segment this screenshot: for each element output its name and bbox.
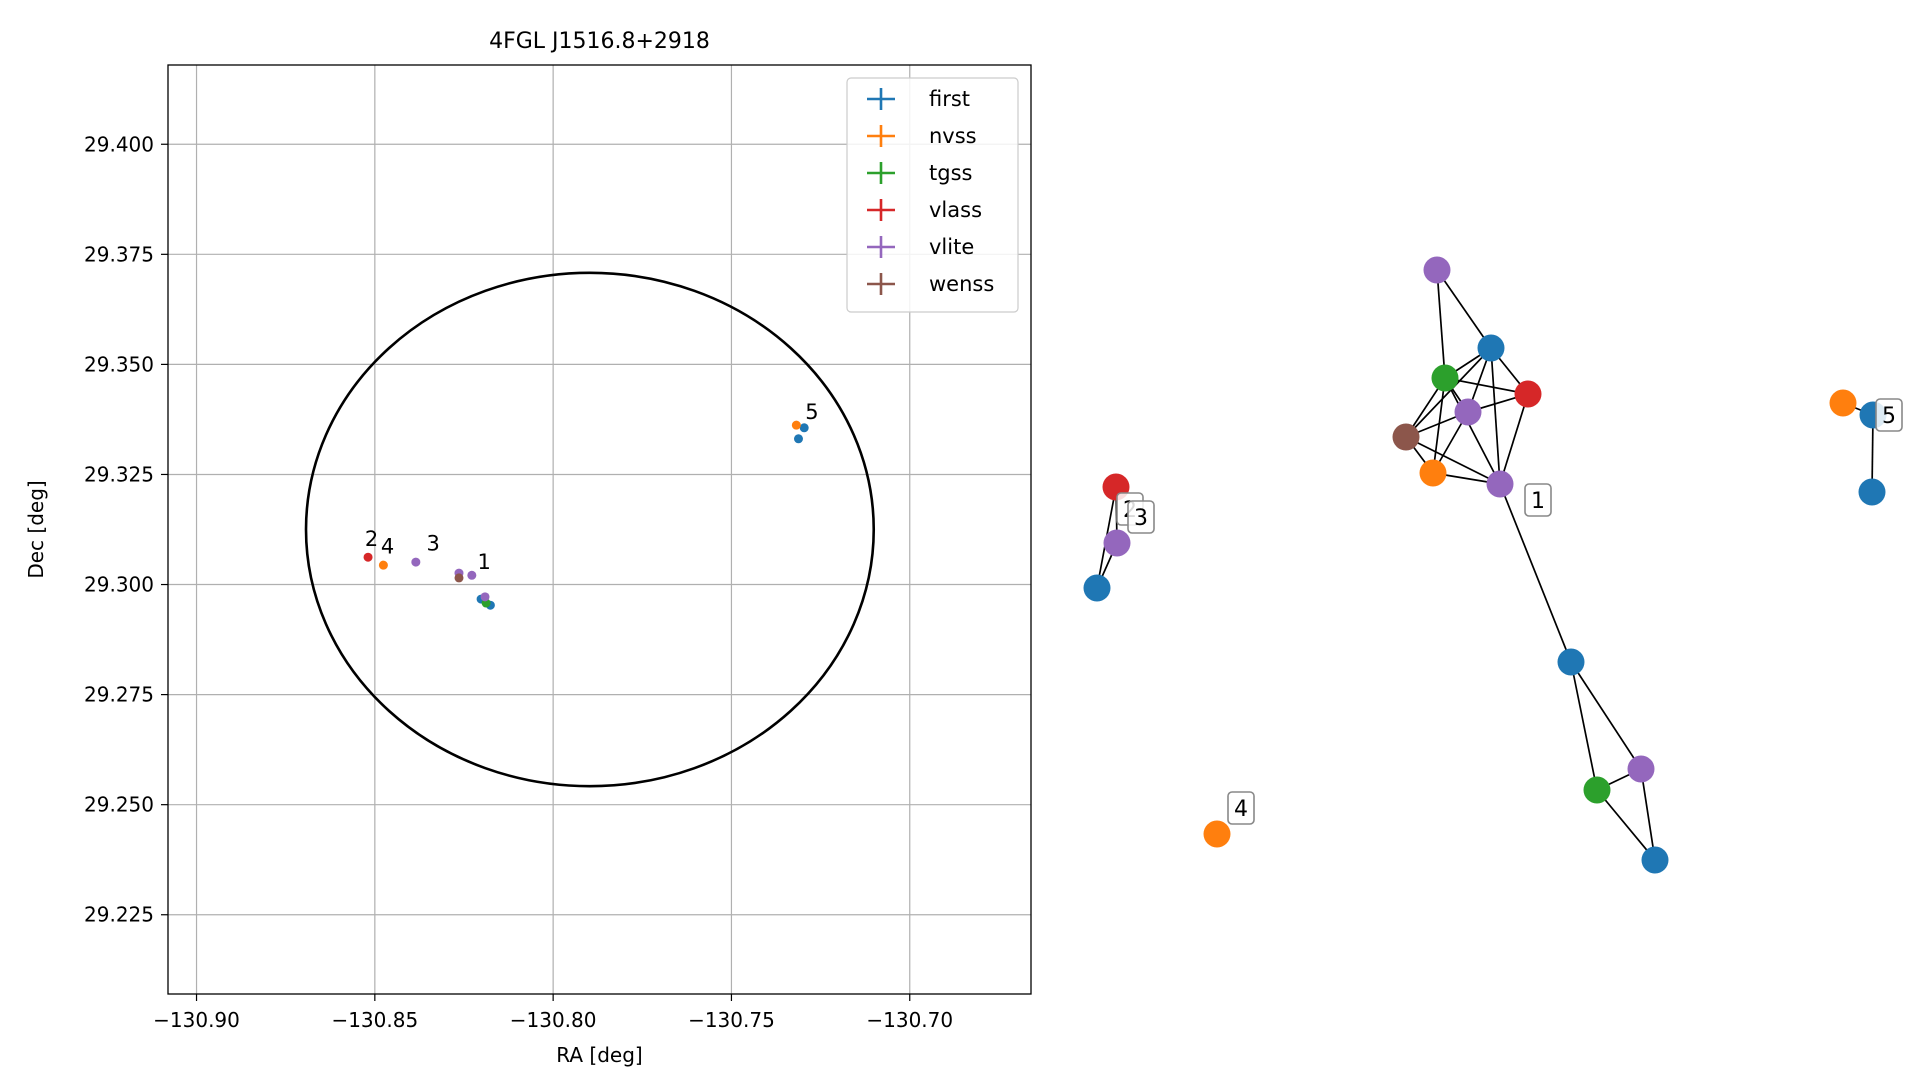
data-point-wenss	[454, 573, 464, 583]
data-point-vlass	[363, 552, 373, 562]
data-point-first	[793, 434, 803, 444]
graph-node	[1423, 256, 1451, 284]
y-tick-label: 29.250	[84, 793, 154, 817]
graph-edge	[1499, 393, 1529, 485]
legend: first nvss tgss vlass vlite wenss	[846, 77, 1019, 313]
y-tick-label: 29.375	[84, 242, 154, 266]
y-axis-label: Dec [deg]	[24, 480, 48, 578]
legend-label-first: first	[929, 87, 970, 111]
x-tick-label: −130.75	[688, 1008, 775, 1032]
data-point-vlite	[480, 592, 490, 602]
graph-node	[1514, 380, 1542, 408]
graph-edge	[1444, 377, 1501, 485]
legend-label-tgss: tgss	[929, 161, 972, 185]
y-tick-label: 29.225	[84, 903, 154, 927]
graph-node	[1583, 776, 1611, 804]
data-point-vlite	[411, 557, 421, 567]
annotation-layer: 5 2 4 3 1	[365, 400, 819, 574]
graph-edge	[1596, 789, 1656, 861]
points-layer	[363, 420, 809, 610]
x-tick-label: −130.70	[866, 1008, 953, 1032]
graph-node	[1477, 334, 1505, 362]
scatter-panel: 4FGL J1516.8+2918 52 4 31 −130.90 −130.85 −1…	[24, 29, 1032, 1067]
chart-title: 4FGL J1516.8+2918	[489, 29, 710, 54]
y-tick-label: 29.325	[84, 462, 154, 486]
node-labels-layer: 12345	[1116, 398, 1903, 825]
graph-node	[1431, 364, 1459, 392]
graph-node	[1103, 529, 1131, 557]
graph-edge	[1436, 269, 1446, 379]
x-tick-label: −130.80	[510, 1008, 597, 1032]
x-axis-ticks: −130.90 −130.85 −130.80 −130.75 −130.70	[153, 994, 953, 1032]
graph-edge	[1490, 347, 1501, 485]
graph-edge	[1432, 377, 1446, 474]
x-tick-label: −130.90	[153, 1008, 240, 1032]
node-label: 5	[1882, 404, 1896, 429]
legend-label-vlass: vlass	[929, 198, 982, 222]
graph-node	[1829, 389, 1857, 417]
point-annotation: 3	[427, 532, 440, 556]
point-annotation: 1	[478, 550, 491, 574]
graph-node	[1627, 755, 1655, 783]
nodes-layer	[1083, 256, 1887, 874]
network-panel: 12345	[1083, 256, 1903, 874]
node-label-box	[1127, 500, 1155, 534]
node-label: 1	[1531, 489, 1545, 514]
legend-label-nvss: nvss	[929, 124, 977, 148]
point-annotation: 4	[381, 535, 394, 559]
x-tick-label: −130.85	[331, 1008, 418, 1032]
graph-edge	[1570, 661, 1642, 770]
legend-label-wenss: wenss	[929, 272, 994, 296]
node-label: 3	[1134, 506, 1148, 531]
legend-label-vlite: vlite	[929, 235, 974, 259]
graph-edge	[1405, 347, 1492, 438]
graph-edge	[1499, 483, 1572, 663]
graph-node	[1858, 478, 1886, 506]
graph-node	[1203, 820, 1231, 848]
circle-layer	[304, 271, 876, 788]
y-tick-label: 29.275	[84, 683, 154, 707]
y-tick-label: 29.350	[84, 352, 154, 376]
point-annotation: 2	[365, 527, 378, 551]
node-label-box	[1227, 791, 1255, 825]
graph-edge	[1570, 661, 1598, 791]
graph-node	[1454, 398, 1482, 426]
graph-node	[1486, 470, 1514, 498]
graph-edge	[1436, 269, 1492, 349]
graph-node	[1641, 846, 1669, 874]
graph-edge	[1640, 768, 1656, 861]
graph-node	[1083, 574, 1111, 602]
point-annotation: 5	[805, 400, 818, 424]
graph-edge	[1444, 377, 1529, 395]
data-point-first	[799, 423, 809, 433]
node-label: 4	[1234, 797, 1248, 822]
data-point-nvss	[791, 420, 801, 430]
node-label-box	[1524, 483, 1552, 517]
y-tick-label: 29.400	[84, 132, 154, 156]
y-axis-ticks: 29.225 29.250 29.275 29.300 29.325 29.350 29.3…	[84, 132, 168, 927]
y-tick-label: 29.300	[84, 573, 154, 597]
data-point-vlite	[467, 570, 477, 580]
error-circle	[304, 271, 876, 788]
graph-node	[1557, 648, 1585, 676]
graph-edge	[1405, 436, 1501, 485]
node-label-box	[1875, 398, 1903, 432]
x-axis-label: RA [deg]	[556, 1043, 642, 1067]
data-point-nvss	[378, 560, 388, 570]
graph-node	[1419, 459, 1447, 487]
graph-node	[1392, 423, 1420, 451]
axes-frame	[167, 64, 1032, 995]
